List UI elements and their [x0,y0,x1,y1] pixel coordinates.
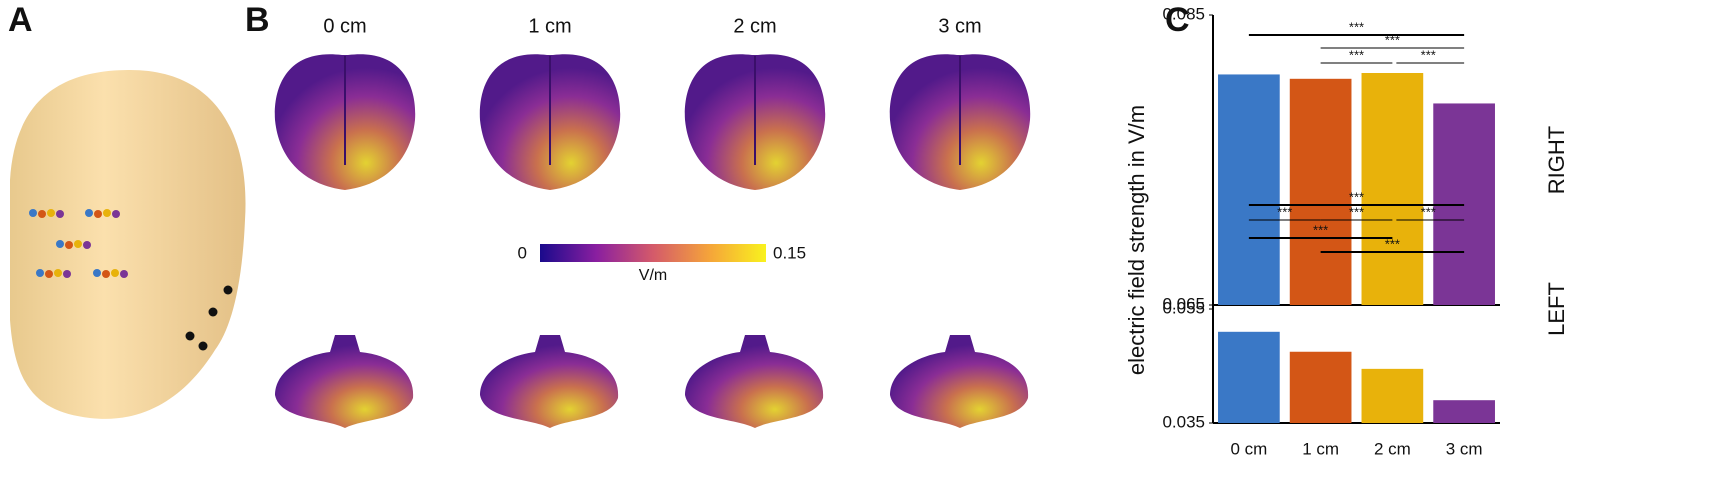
electrodes [29,209,233,351]
sig-label: *** [1313,222,1328,237]
bar [1289,351,1352,423]
electrode [56,210,64,218]
electrode [65,241,73,249]
bar [1289,78,1352,305]
side-label: RIGHT [1544,126,1569,194]
bar [1361,73,1424,305]
brain-label: 0 cm [323,15,366,37]
y-tick-label: 0.035 [1162,412,1205,431]
brain-bottom [275,335,414,428]
brain-bottom [480,335,619,428]
electrode [111,269,119,277]
electrode [103,209,111,217]
x-tick-label: 1 cm [1302,439,1339,458]
electrode [102,270,110,278]
colorbar-label: V/m [639,267,667,284]
y-tick-label: 0.065 [1162,294,1205,313]
brains: 0 cm 1 cm 2 cm 3 cm [274,15,1031,428]
electrode [94,210,102,218]
electrode [85,209,93,217]
electrode [112,210,120,218]
x-tick-label: 3 cm [1446,439,1483,458]
electrode [74,240,82,248]
panel-letter: A [8,1,33,39]
y-tick-label: 0.085 [1162,4,1205,23]
electrode [198,341,208,351]
sig-label: *** [1385,236,1400,251]
y-axis-label: electric field strength in V/m [1124,105,1149,375]
electrode [208,307,218,317]
electrode [38,210,46,218]
sig-label: *** [1349,19,1364,34]
y-tick-label: 0.055 [1162,298,1205,317]
colorbar [540,244,766,262]
electrode [36,269,44,277]
sig-label: *** [1421,204,1436,219]
panel-letter: C [1165,1,1190,39]
colorbar-tick: 0.15 [773,243,806,262]
panel-letter: B [245,1,270,39]
sig-label: *** [1349,47,1364,62]
brain-bottom [890,335,1029,428]
electrode [223,285,233,295]
bar [1218,74,1280,305]
sig-label: *** [1385,32,1400,47]
brain-label: 3 cm [938,15,981,37]
electrode [47,209,55,217]
electrode [93,269,101,277]
electrode [120,270,128,278]
colorbar-tick: 0 [518,243,527,262]
sig-label: *** [1349,189,1364,204]
brain-label: 1 cm [528,15,571,37]
electrode [56,240,64,248]
brain-bottom [685,335,824,428]
head [10,70,246,419]
brain-label: 2 cm [733,15,776,37]
bar [1361,368,1424,423]
electrode [83,241,91,249]
x-tick-label: 0 cm [1230,439,1267,458]
electrode [29,209,37,217]
electrode [63,270,71,278]
electrode [185,331,195,341]
bar [1433,400,1495,423]
sig-label: *** [1421,47,1436,62]
electrode [45,270,53,278]
sig-label: *** [1277,204,1292,219]
x-tick-label: 2 cm [1374,439,1411,458]
electrode [54,269,62,277]
side-label: LEFT [1544,282,1569,336]
bar [1218,331,1280,423]
sig-label: *** [1349,204,1364,219]
